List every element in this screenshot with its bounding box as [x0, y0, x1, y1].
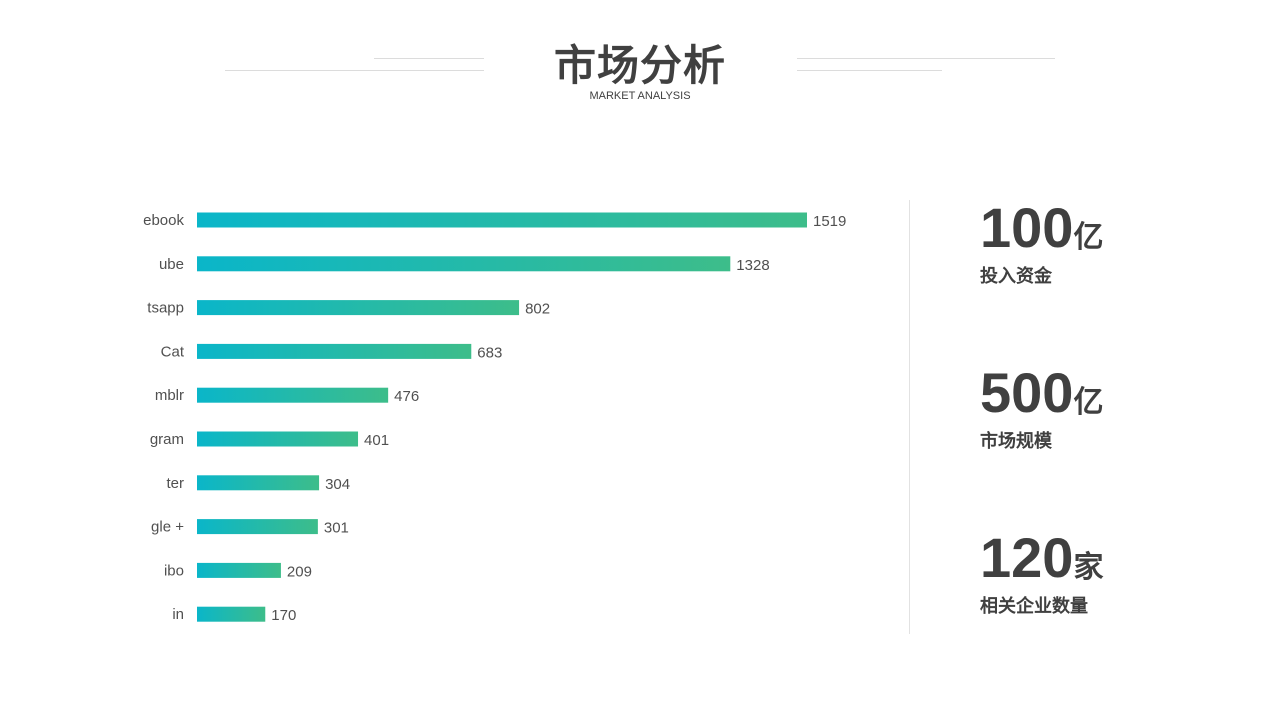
stat-companies: 120家 相关企业数量: [980, 530, 1103, 618]
header-line-right-top: [797, 58, 1055, 59]
stat-companies-value: 120: [980, 526, 1074, 589]
stat-investment: 100亿 投入资金: [980, 200, 1103, 288]
bar: [197, 431, 359, 447]
category-label: Cat: [161, 343, 185, 360]
category-label: mblr: [155, 387, 184, 404]
vertical-divider: [909, 200, 910, 634]
category-label: tsapp: [147, 300, 184, 317]
stat-market-size-unit: 亿: [1073, 385, 1104, 420]
bar-value-label: 683: [477, 344, 502, 361]
header-line-left-top: [374, 58, 484, 59]
bar-value-label: 1519: [813, 213, 846, 230]
stat-companies-label: 相关企业数量: [980, 596, 1088, 617]
bar: [197, 300, 520, 316]
category-label: ibo: [164, 562, 184, 579]
bar: [197, 387, 389, 403]
bar-value-label: 401: [364, 432, 389, 449]
stat-market-size-label: 市场规模: [980, 431, 1052, 452]
stat-investment-label: 投入资金: [980, 266, 1052, 287]
bar-value-label: 209: [287, 563, 312, 580]
bar: [197, 562, 281, 578]
bar: [197, 475, 320, 491]
bar-value-label: 802: [525, 301, 550, 318]
header-line-left-bottom: [225, 70, 484, 71]
bar-chart: ebook 1519 ube 1328 tsapp 802 Cat 683 mblr 476 gra…: [143, 212, 846, 624]
page-title: 市场分析: [553, 41, 726, 90]
stat-companies-unit: 家: [1073, 550, 1104, 585]
stat-market-size-value: 500: [980, 361, 1074, 424]
category-label: gram: [150, 431, 184, 448]
bar-value-label: 304: [325, 476, 350, 493]
bar-value-label: 301: [324, 520, 349, 537]
bar: [197, 343, 472, 359]
category-label: ter: [166, 475, 184, 492]
bar-value-label: 1328: [736, 257, 769, 274]
page-subtitle: MARKET ANALYSIS: [589, 90, 691, 102]
bar-value-label: 476: [394, 388, 419, 405]
category-label: in: [172, 606, 184, 623]
stat-investment-value: 100: [980, 196, 1074, 259]
stat-investment-unit: 亿: [1073, 220, 1104, 255]
bar: [197, 519, 318, 535]
bar: [197, 606, 266, 622]
category-label: ebook: [143, 212, 184, 229]
bar-value-label: 170: [271, 607, 296, 624]
category-label: ube: [159, 256, 184, 273]
bar: [197, 212, 807, 228]
bar: [197, 256, 731, 272]
stat-market-size: 500亿 市场规模: [980, 365, 1103, 453]
header-line-right-bottom: [797, 70, 942, 71]
category-label: gle +: [151, 519, 184, 536]
